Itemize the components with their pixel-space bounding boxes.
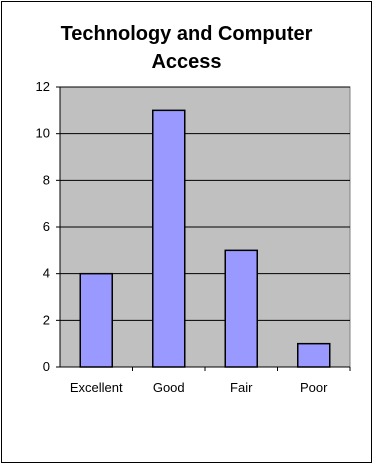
- bar-fair: [224, 249, 258, 368]
- y-tick-label-4: 4: [43, 266, 50, 281]
- y-tick-label-6: 6: [43, 219, 50, 234]
- y-tick-label-12: 12: [36, 79, 50, 94]
- x-tick-label-excellent: Excellent: [70, 380, 123, 395]
- x-tick-label-poor: Poor: [300, 380, 328, 395]
- x-tick-label-fair: Fair: [230, 380, 253, 395]
- chart-title-line-1: Technology and Computer: [60, 23, 313, 45]
- y-tick-label-8: 8: [43, 172, 50, 187]
- bar-excellent: [79, 272, 113, 368]
- y-tick-label-0: 0: [43, 359, 50, 374]
- chart-title-line-2: Access: [151, 51, 222, 73]
- bar-poor: [297, 342, 331, 368]
- y-tick-label-2: 2: [43, 312, 50, 327]
- y-tick-label-10: 10: [36, 126, 50, 141]
- x-tick-label-good: Good: [153, 380, 185, 395]
- chart-title: Technology and Computer Access: [0, 20, 373, 76]
- bar-good: [152, 109, 186, 368]
